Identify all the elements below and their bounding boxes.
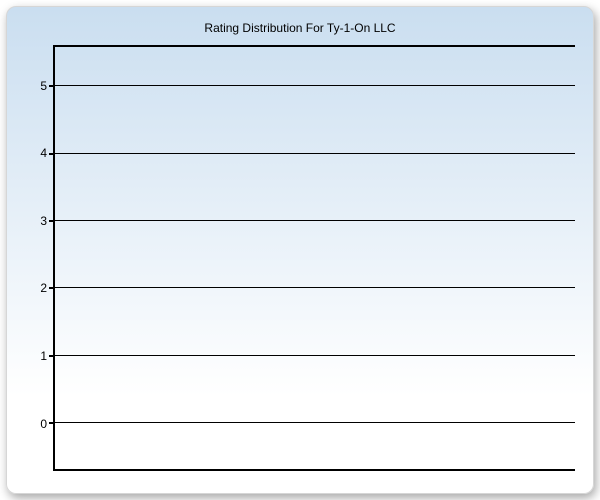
y-tick-label: 1 [40, 349, 47, 363]
y-tick [49, 153, 55, 155]
plot-area [53, 45, 575, 471]
y-tick [49, 422, 55, 424]
y-tick [49, 287, 55, 289]
y-tick [49, 355, 55, 357]
y-tick-label: 0 [40, 417, 47, 431]
grid-line [55, 85, 575, 86]
y-tick-label: 5 [40, 79, 47, 93]
y-tick-label: 3 [40, 214, 47, 228]
y-tick [49, 85, 55, 87]
plot-wrap: 0 1 2 3 4 5 [25, 45, 575, 471]
grid-line [55, 355, 575, 356]
chart-card: Rating Distribution For Ty-1-On LLC 0 1 2 3… [6, 6, 594, 494]
grid-line [55, 422, 575, 423]
y-tick [49, 220, 55, 222]
grid-line [55, 220, 575, 221]
y-tick-label: 4 [40, 146, 47, 160]
plot-top-border [55, 45, 575, 47]
y-tick-label: 2 [40, 281, 47, 295]
grid-line [55, 287, 575, 288]
grid-line [55, 153, 575, 154]
chart-title: Rating Distribution For Ty-1-On LLC [25, 21, 575, 35]
y-axis-labels: 0 1 2 3 4 5 [25, 45, 53, 471]
